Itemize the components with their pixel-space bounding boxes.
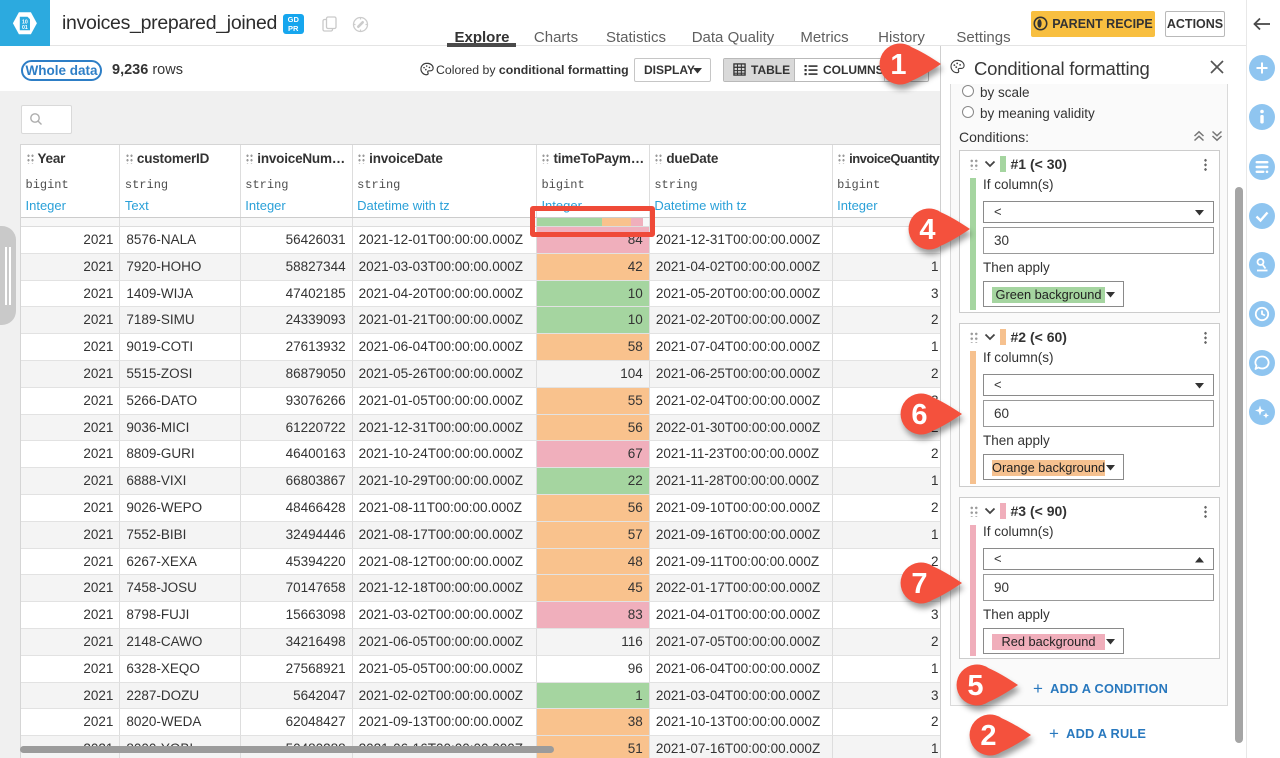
svg-text:1: 1: [890, 49, 906, 81]
svg-text:6: 6: [911, 399, 927, 431]
svg-text:7: 7: [911, 568, 927, 600]
svg-text:4: 4: [919, 214, 935, 246]
svg-text:5: 5: [967, 670, 983, 702]
svg-text:01: 01: [22, 25, 28, 31]
svg-text:10: 10: [22, 19, 28, 25]
svg-text:2: 2: [980, 720, 996, 752]
